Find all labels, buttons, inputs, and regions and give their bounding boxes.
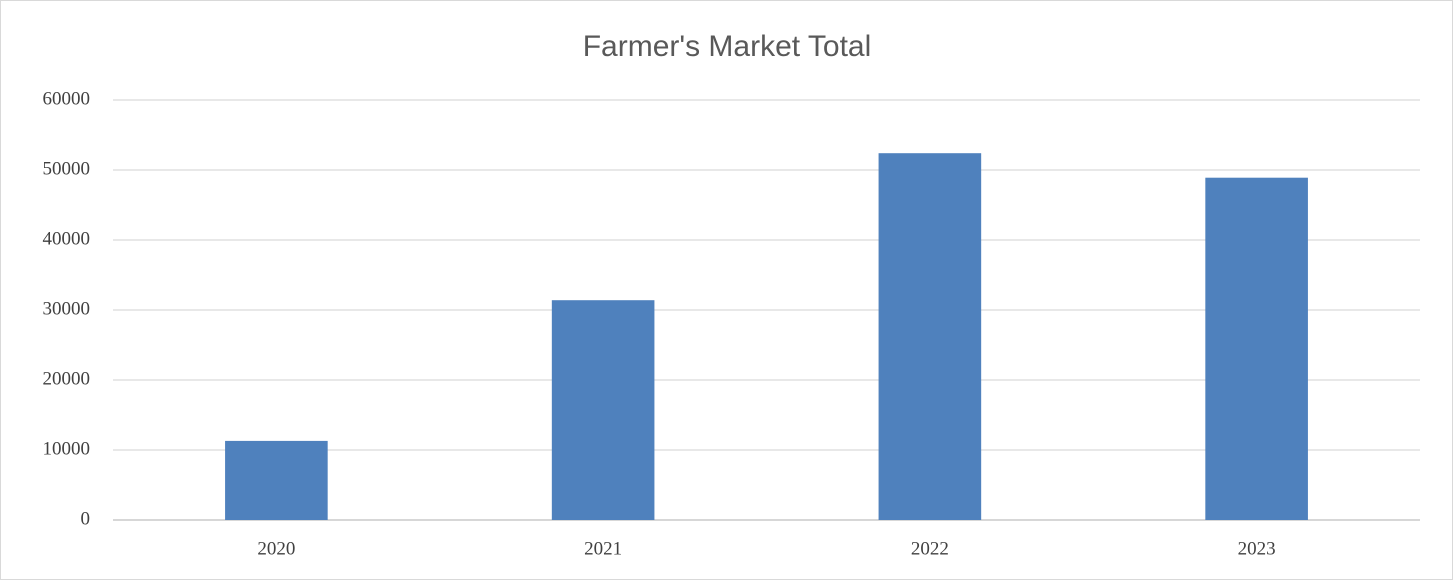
bar xyxy=(878,153,982,520)
x-tick-label: 2021 xyxy=(584,538,622,559)
y-tick-label: 10000 xyxy=(43,438,91,459)
bar xyxy=(551,300,655,520)
bar xyxy=(1205,177,1308,520)
x-tick-label: 2023 xyxy=(1238,538,1276,559)
x-tick-label: 2020 xyxy=(257,538,295,559)
y-tick-label: 30000 xyxy=(43,298,91,319)
y-tick-label: 0 xyxy=(81,508,91,529)
y-tick-label: 40000 xyxy=(43,228,91,249)
y-tick-label: 60000 xyxy=(43,88,91,109)
x-tick-label: 2022 xyxy=(911,538,949,559)
chart-title: Farmer's Market Total xyxy=(583,30,872,63)
y-tick-label: 50000 xyxy=(43,158,91,179)
y-tick-label: 20000 xyxy=(43,368,91,389)
bar xyxy=(225,440,328,520)
